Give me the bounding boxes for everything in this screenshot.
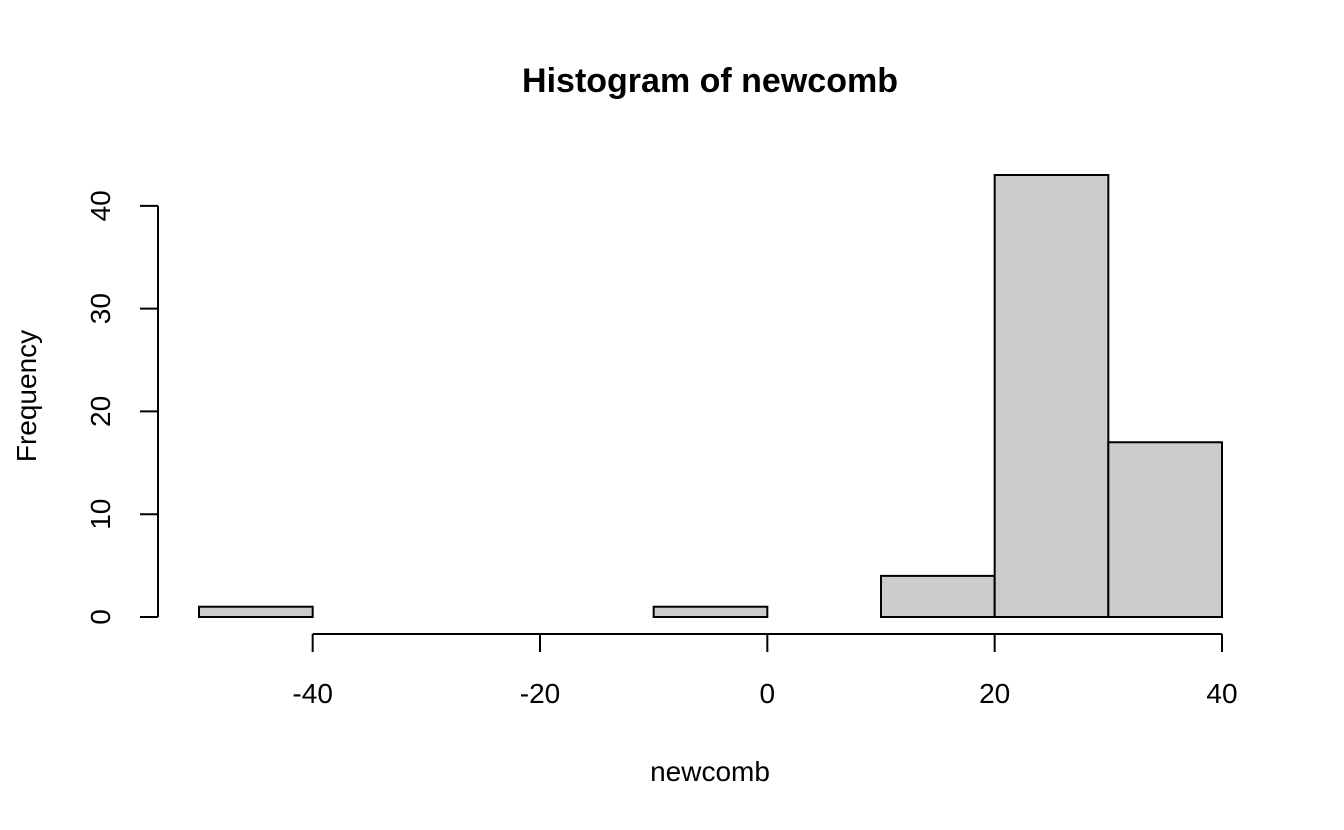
chart-title: Histogram of newcomb bbox=[522, 62, 898, 100]
histogram-bar-7 bbox=[993, 174, 1110, 618]
x-tick-label-0: -40 bbox=[292, 678, 332, 709]
y-axis-label: Frequency bbox=[11, 330, 42, 462]
y-tick-label-1: 10 bbox=[85, 499, 116, 530]
y-tick-label-0: 0 bbox=[85, 609, 116, 625]
bars-group bbox=[198, 174, 1224, 619]
x-tick-label-2: 0 bbox=[760, 678, 776, 709]
x-tick-label-3: 20 bbox=[979, 678, 1010, 709]
x-tick-label-1: -20 bbox=[520, 678, 560, 709]
y-tick-label-2: 20 bbox=[85, 396, 116, 427]
x-tick-label-4: 40 bbox=[1206, 678, 1237, 709]
histogram-bar-6 bbox=[880, 574, 996, 619]
x-axis-label: newcomb bbox=[650, 756, 770, 787]
histogram-bar-0 bbox=[198, 605, 314, 619]
x-axis: -40 -20 0 20 40 bbox=[292, 633, 1238, 709]
y-tick-label-3: 30 bbox=[85, 293, 116, 324]
histogram-bar-8 bbox=[1107, 441, 1224, 619]
histogram-bar-4 bbox=[652, 605, 769, 619]
y-tick-label-4: 40 bbox=[85, 190, 116, 221]
y-axis: 0 10 20 30 40 bbox=[85, 190, 159, 625]
